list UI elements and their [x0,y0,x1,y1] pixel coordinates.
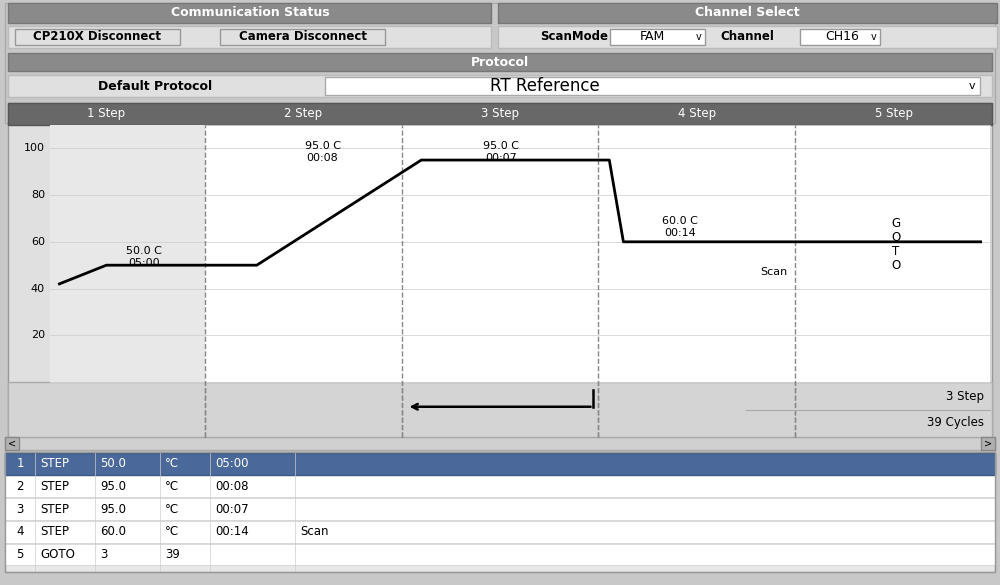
Text: °C: °C [165,457,179,470]
Bar [5,521,995,542]
Text: STEP: STEP [40,480,69,493]
Text: 95.0: 95.0 [100,503,126,515]
Text: °C: °C [165,503,179,515]
Text: v: v [871,32,877,42]
Bar [981,437,995,450]
Text: 1: 1 [16,457,24,470]
Text: Scan: Scan [761,267,788,277]
Text: T: T [892,245,900,257]
Text: 95.0 C: 95.0 C [483,141,519,151]
Text: 00:08: 00:08 [215,480,248,493]
Bar [498,3,997,23]
Text: G: G [891,216,901,230]
Text: CH16: CH16 [825,30,859,43]
Text: Camera Disconnect: Camera Disconnect [239,30,367,43]
Bar [325,77,980,95]
Bar [8,3,491,23]
Bar [5,452,995,572]
Bar [5,543,995,565]
Text: 00:14: 00:14 [664,228,696,238]
Text: 50.0: 50.0 [100,457,126,470]
Text: 4: 4 [16,525,24,538]
Text: 3 Step: 3 Step [946,390,984,403]
Text: 80: 80 [31,190,45,200]
Bar [5,452,995,572]
Text: 95.0 C: 95.0 C [305,141,341,151]
Text: v: v [969,81,975,91]
Text: ScanMode: ScanMode [540,30,608,43]
Bar [8,53,992,71]
Text: 60.0 C: 60.0 C [662,216,698,226]
Text: 60.0: 60.0 [100,525,126,538]
Bar [800,29,880,45]
Bar [8,382,992,437]
Text: STEP: STEP [40,525,69,538]
Text: 00:07: 00:07 [215,503,249,515]
Text: 50.0 C: 50.0 C [126,246,162,256]
Text: GOTO: GOTO [40,548,75,561]
Text: CP210X Disconnect: CP210X Disconnect [33,30,161,43]
Bar [50,125,990,382]
Text: 5 Step: 5 Step [875,108,913,121]
Text: 20: 20 [31,331,45,340]
Text: 60: 60 [31,237,45,247]
Bar [8,103,992,437]
Text: 95.0: 95.0 [100,480,126,493]
Text: 05:00: 05:00 [215,457,248,470]
Text: 4 Step: 4 Step [678,108,716,121]
Text: 39 Cycles: 39 Cycles [927,416,984,429]
Text: °C: °C [165,480,179,493]
Text: 2 Step: 2 Step [284,108,322,121]
Text: 3: 3 [100,548,107,561]
Text: RT Reference: RT Reference [490,77,600,95]
Text: °C: °C [165,525,179,538]
Text: 00:07: 00:07 [485,153,517,163]
Bar [498,26,997,48]
Text: Communication Status: Communication Status [171,6,329,19]
Bar [8,75,992,97]
Bar [5,453,995,474]
Text: Protocol: Protocol [471,56,529,68]
Bar [5,476,995,497]
Text: v: v [696,32,702,42]
Text: 100: 100 [24,143,45,153]
Bar [5,437,19,450]
Bar [5,498,995,520]
Text: Channel Select: Channel Select [695,6,799,19]
Text: STEP: STEP [40,503,69,515]
Text: 3: 3 [16,503,24,515]
Bar [50,125,205,382]
Text: 05:00: 05:00 [128,258,160,268]
Bar [5,437,995,450]
Bar [8,26,491,48]
Text: 40: 40 [31,284,45,294]
Text: 3 Step: 3 Step [481,108,519,121]
Text: Scan: Scan [300,525,328,538]
Text: 5: 5 [16,548,24,561]
Bar [8,103,992,125]
Bar [220,29,385,45]
Text: 00:14: 00:14 [215,525,249,538]
Text: FAM: FAM [640,30,665,43]
Bar [15,29,180,45]
Text: O: O [891,230,901,243]
Text: 39: 39 [165,548,180,561]
Text: STEP: STEP [40,457,69,470]
Bar [5,572,995,583]
Text: 2: 2 [16,480,24,493]
Bar [5,3,995,123]
Text: >: > [984,439,992,449]
Text: Channel: Channel [720,30,774,43]
Text: 00:08: 00:08 [307,153,338,163]
Text: Default Protocol: Default Protocol [98,80,212,92]
Bar [610,29,705,45]
Text: O: O [891,259,901,271]
Text: <: < [8,439,16,449]
Text: 1 Step: 1 Step [87,108,125,121]
